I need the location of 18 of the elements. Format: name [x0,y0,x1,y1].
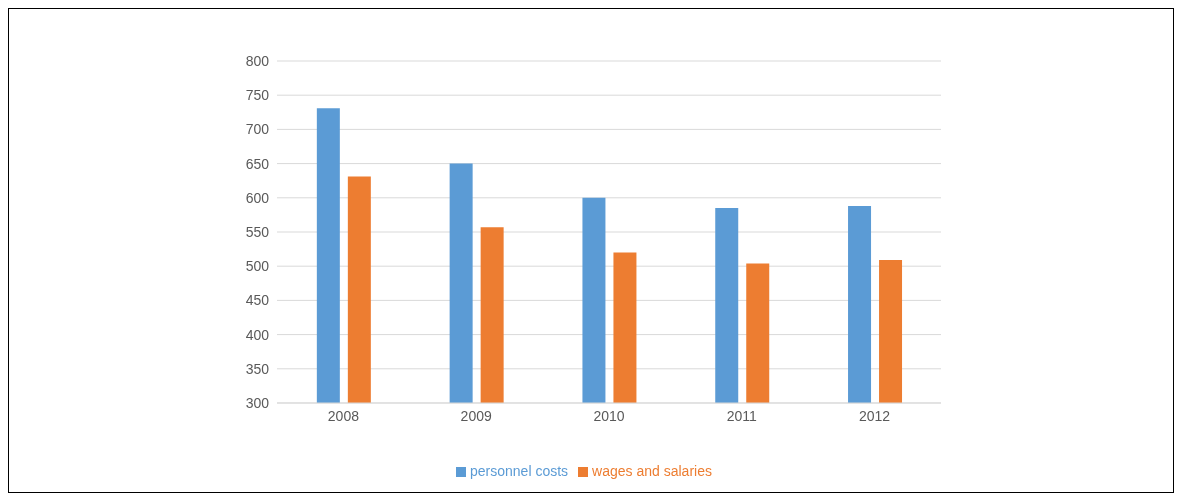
y-tick-label: 500 [245,258,270,275]
y-tick-label: 800 [245,52,270,69]
y-tick-label: 450 [245,292,270,309]
y-tick-label: 300 [245,394,270,411]
x-tick-label: 2008 [327,407,360,424]
y-tick-label: 550 [245,223,270,240]
x-tick-label: 2009 [460,407,492,424]
y-tick-label: 600 [245,189,270,206]
x-tick-label: 2010 [593,407,625,424]
legend-label: personnel costs [470,463,569,479]
y-tick-label: 650 [245,155,270,172]
x-tick-label: 2012 [859,407,891,424]
x-tick-label: 2011 [726,407,758,424]
y-tick-label: 400 [245,326,270,343]
y-tick-label: 750 [245,87,270,104]
y-tick-label: 700 [245,121,270,138]
legend-label: wages and salaries [592,463,712,479]
y-tick-label: 350 [245,360,270,377]
